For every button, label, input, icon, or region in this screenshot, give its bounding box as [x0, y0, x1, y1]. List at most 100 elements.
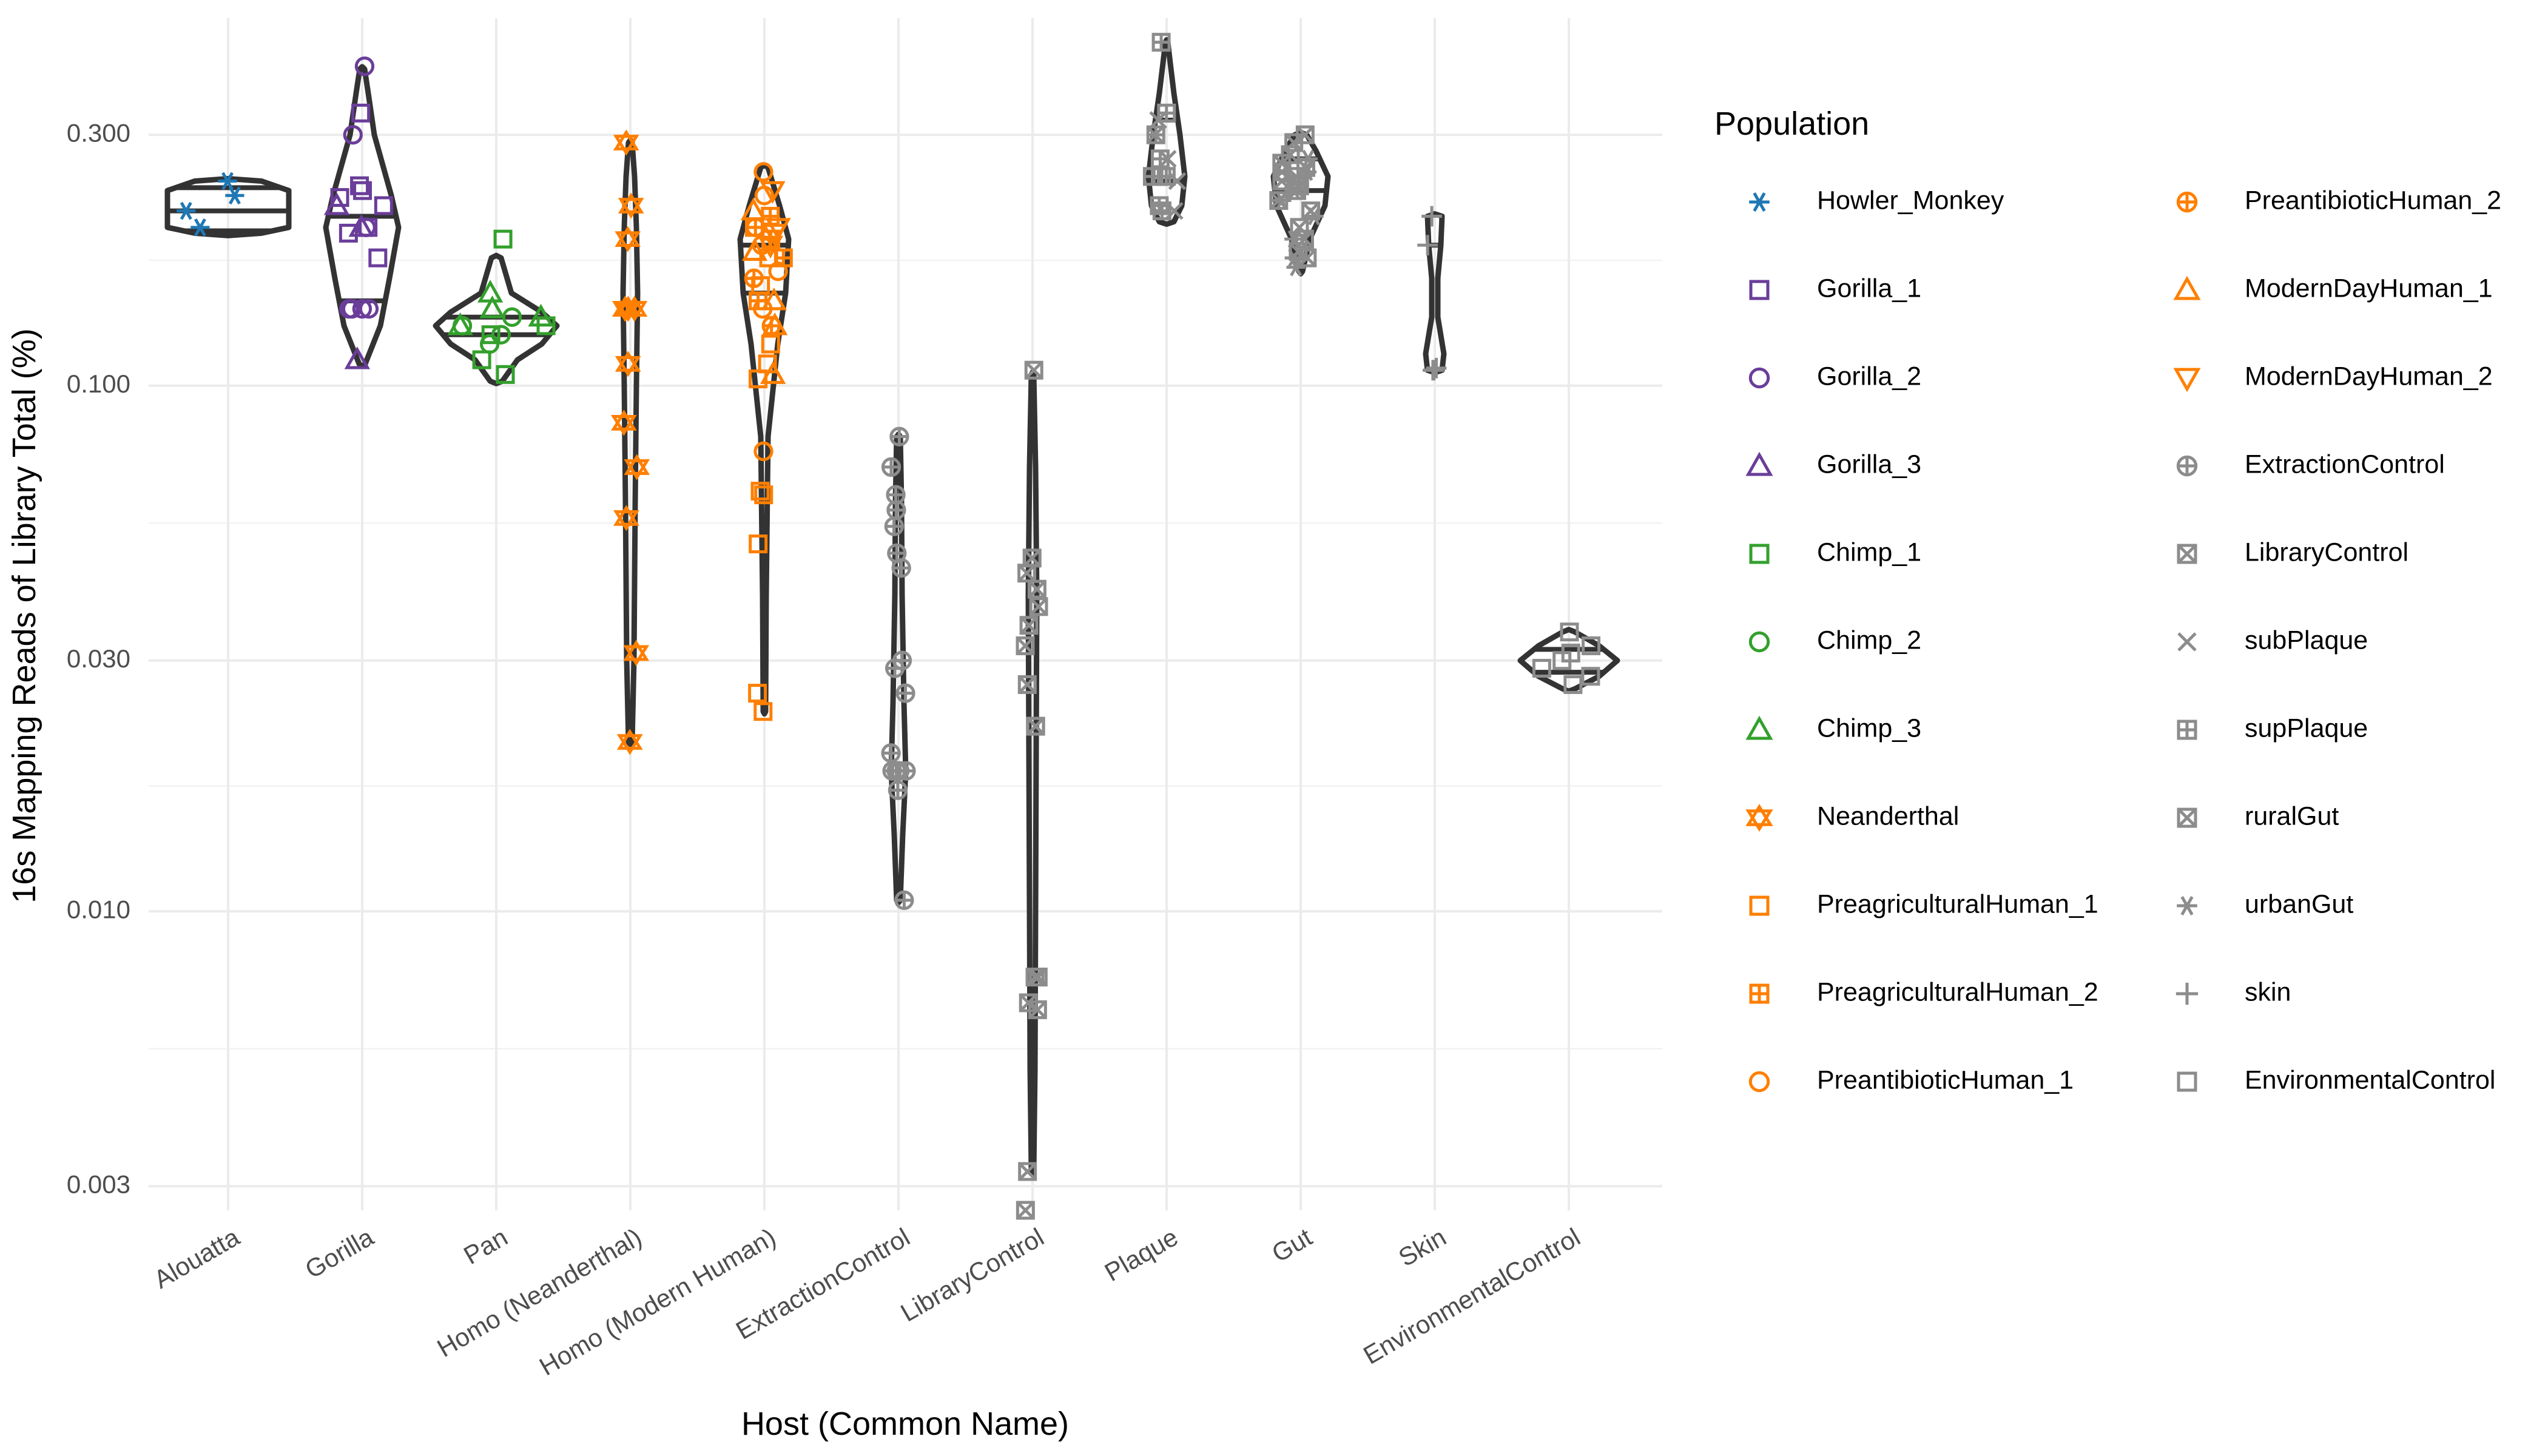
legend-key: [2176, 191, 2198, 213]
data-point: [613, 129, 639, 156]
data-point: [368, 248, 388, 268]
data-point: [1151, 33, 1171, 52]
data-point: [1028, 1000, 1047, 1019]
data-point: [1417, 235, 1438, 256]
data-point: [481, 325, 500, 345]
data-point: [761, 287, 787, 311]
data-point: [374, 196, 393, 215]
violin-shape: [433, 252, 560, 386]
legend-key: [2177, 807, 2197, 828]
data-point: [479, 295, 505, 318]
data-point: [757, 235, 784, 259]
data-point: [343, 125, 363, 145]
data-point: [354, 56, 375, 76]
data-point: [1284, 181, 1304, 200]
violin-shape: [323, 64, 402, 369]
data-point: [1029, 597, 1048, 616]
legend-label: PreagriculturalHuman_1: [1817, 889, 2098, 918]
data-point: [740, 197, 767, 221]
data-point: [760, 361, 786, 384]
data-point: [177, 201, 196, 220]
data-point: [493, 229, 513, 249]
y-tick-label: 0.300: [67, 118, 130, 147]
data-point: [1152, 167, 1171, 186]
data-point: [1423, 360, 1443, 381]
data-point: [1019, 616, 1039, 635]
data-point: [885, 658, 905, 678]
data-point: [1028, 968, 1048, 987]
legend-key: [2173, 368, 2201, 393]
data-points: [177, 33, 1601, 1220]
legend-key: [2177, 1071, 2197, 1092]
legend-key: [1749, 192, 1770, 212]
x-tick-label: Gorilla: [300, 1222, 379, 1284]
legend-key: [1749, 983, 1770, 1004]
data-point: [891, 558, 911, 578]
legend-key: [2176, 455, 2198, 477]
legend-label: ruralGut: [2245, 801, 2339, 831]
data-point: [1017, 564, 1037, 583]
data-point: [618, 192, 644, 219]
data-point: [1016, 636, 1035, 656]
x-tick-label: LibraryControl: [896, 1222, 1049, 1327]
data-point: [1022, 548, 1042, 568]
x-tick-label: Skin: [1394, 1222, 1451, 1272]
legend-key: [1748, 631, 1770, 653]
data-point: [624, 454, 650, 480]
data-point: [761, 223, 787, 247]
x-tick-label: Gut: [1267, 1222, 1316, 1268]
legend-key: [2173, 275, 2201, 300]
legend-label: EnvironmentalControl: [2245, 1065, 2495, 1094]
legend-label: urbanGut: [2245, 889, 2353, 918]
legend-label: ModernDayHuman_2: [2245, 362, 2493, 391]
legend-label: Gorilla_2: [1817, 362, 1921, 391]
data-point: [1582, 636, 1601, 656]
legend-label: skin: [2245, 977, 2291, 1006]
legend-key: [1745, 715, 1773, 740]
data-point: [225, 186, 244, 205]
data-point: [351, 103, 371, 123]
data-point: [753, 702, 773, 721]
legend-key: [2177, 896, 2197, 915]
legend-key: [1749, 544, 1770, 564]
data-point: [615, 295, 641, 322]
data-point: [741, 238, 768, 261]
data-point: [1152, 201, 1171, 221]
legend: Population Howler_Monkey Gorilla_1 Gorilla…: [1714, 106, 2501, 1094]
data-point: [613, 505, 639, 531]
data-point: [615, 226, 641, 252]
legend-label: PreantibioticHuman_2: [2245, 186, 2501, 215]
data-point: [447, 312, 473, 335]
legend-label: Neanderthal: [1817, 801, 1959, 831]
y-tick-label: 0.030: [67, 644, 130, 673]
data-point: [348, 214, 374, 237]
data-point: [896, 761, 916, 781]
data-point: [754, 485, 774, 505]
legend-key: [2176, 982, 2199, 1005]
data-point: [753, 441, 774, 462]
data-point: [359, 298, 379, 319]
data-point: [218, 172, 237, 190]
data-point: [886, 500, 906, 520]
legend-label: Chimp_1: [1817, 538, 1921, 567]
data-point: [1286, 258, 1306, 277]
legend-label: LibraryControl: [2245, 538, 2408, 567]
data-point: [881, 743, 901, 763]
legend-key: [2177, 544, 2197, 564]
legend-label: PreantibioticHuman_1: [1817, 1065, 2074, 1094]
legend-label: subPlaque: [2245, 625, 2368, 655]
data-point: [1532, 659, 1551, 678]
data-point: [762, 312, 788, 335]
x-axis-title: Host (Common Name): [741, 1406, 1069, 1442]
y-axis-ticks: 0.003 0.010 0.030 0.100 0.300: [67, 118, 130, 1198]
legend-label: ExtractionControl: [2245, 450, 2445, 479]
y-tick-label: 0.100: [67, 369, 130, 398]
legend-key: [1745, 804, 1773, 832]
data-point: [746, 217, 766, 237]
legend-label: supPlaque: [2245, 713, 2368, 743]
violin-shape: [1423, 211, 1447, 376]
legend-label: PreagriculturalHuman_2: [1817, 977, 2098, 1006]
data-point: [339, 223, 358, 243]
x-tick-label: Homo (Modern Human): [534, 1222, 781, 1381]
